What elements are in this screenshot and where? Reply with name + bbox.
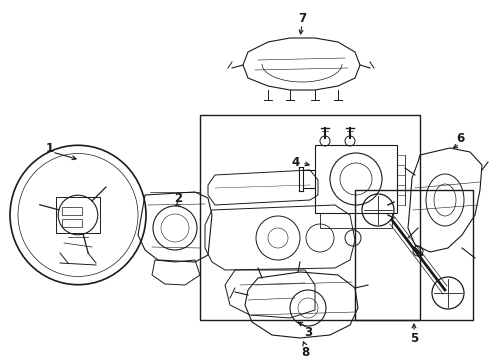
Bar xyxy=(200,115,420,320)
Text: 5: 5 xyxy=(410,332,418,345)
Bar xyxy=(56,197,100,233)
Text: 6: 6 xyxy=(456,131,464,144)
Bar xyxy=(62,219,82,227)
Bar xyxy=(355,190,473,320)
Text: 8: 8 xyxy=(301,346,309,359)
Text: 1: 1 xyxy=(46,141,54,154)
Text: 4: 4 xyxy=(292,156,300,168)
Text: 2: 2 xyxy=(174,192,182,204)
Bar xyxy=(62,207,82,215)
Bar xyxy=(320,213,392,228)
Bar xyxy=(315,145,397,213)
Text: 7: 7 xyxy=(298,12,306,24)
Text: 3: 3 xyxy=(304,325,312,338)
